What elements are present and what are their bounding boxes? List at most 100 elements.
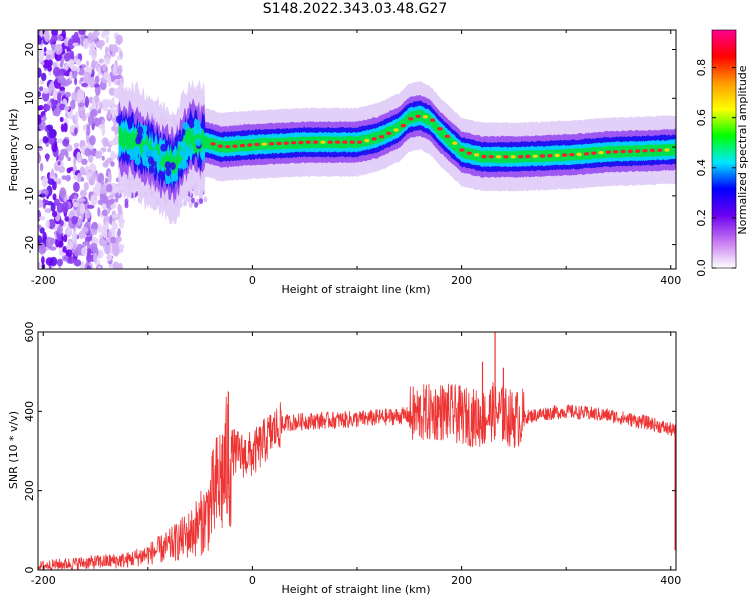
noise-cell [90, 60, 97, 70]
bottom-y-tick-label: 0 [23, 567, 36, 574]
ridge-core [664, 148, 670, 152]
bottom-y-tick-label: 200 [23, 480, 36, 501]
noise-cell [42, 115, 47, 122]
noise-cell [38, 91, 41, 98]
noise-cell [73, 201, 79, 208]
noise-cell [113, 62, 117, 75]
noise-cell [97, 172, 105, 184]
source-blob [165, 168, 172, 177]
noise-cell [61, 201, 69, 214]
noise-cell [106, 254, 112, 262]
ridge-core [393, 128, 399, 132]
noise-cell [109, 140, 117, 146]
ridge-core [554, 153, 560, 157]
ridge-core [525, 154, 531, 159]
plot-background [38, 332, 676, 570]
ridge-core [305, 140, 311, 144]
ridge-core [540, 154, 545, 158]
noise-cell [105, 183, 113, 193]
bottom-x-tick-label: -200 [31, 574, 56, 587]
ridge-core [298, 140, 304, 145]
noise-cell [116, 55, 121, 60]
source-blob [141, 151, 148, 160]
noise-cell [102, 229, 108, 238]
ridge-core [452, 141, 458, 145]
noise-cell [79, 202, 85, 215]
source-blob [152, 149, 159, 158]
noise-cell [98, 124, 106, 130]
noise-cell [78, 102, 85, 108]
colorbar-tick-label: 0.4 [695, 159, 708, 177]
bottom-x-tick-label: 200 [451, 574, 472, 587]
ridge-core [408, 117, 414, 121]
colorbar: 0.0 0.2 0.4 0.6 0.8 [695, 29, 737, 277]
source-blob [194, 119, 200, 128]
top-x-tick-label: 0 [249, 274, 256, 287]
noise-cell [91, 221, 99, 230]
noise-cell [73, 142, 80, 149]
noise-cell [59, 103, 66, 111]
noise-cell [109, 198, 116, 203]
noise-cell [106, 208, 111, 214]
noise-cell [111, 213, 119, 219]
noise-cell [105, 46, 109, 55]
noise-cell [117, 228, 121, 237]
noise-cell [97, 265, 102, 269]
source-blob [195, 138, 202, 147]
source-blob [160, 143, 167, 152]
bottom-y-tick-label: 600 [23, 322, 36, 343]
ridge-core [210, 142, 216, 146]
source-blob [142, 158, 149, 167]
noise-cell [94, 75, 100, 84]
ridge-core [635, 149, 641, 153]
noise-cell [90, 242, 98, 252]
ridge-core [342, 140, 348, 144]
colorbar-gradient [711, 29, 737, 269]
noise-cell [86, 60, 89, 67]
ridge-core [430, 118, 436, 122]
noise-cell [39, 216, 46, 221]
source-blob [134, 157, 141, 166]
noise-cell [80, 176, 85, 182]
ridge-core [591, 151, 597, 155]
noise-cell [71, 231, 78, 243]
ridge-core [261, 142, 267, 146]
top-y-axis-label: Frequency (Hz) [7, 109, 20, 192]
bottom-x-axis-label: Height of straight line (km) [281, 583, 430, 596]
colorbar-tick-label: 0.6 [695, 109, 708, 127]
noise-cell [102, 63, 107, 72]
noise-cell [83, 71, 91, 84]
noise-cell [61, 175, 67, 180]
top-y-tick-label: 10 [23, 91, 36, 105]
noise-cell [79, 140, 84, 147]
noise-cell [38, 224, 42, 230]
noise-cell [41, 176, 49, 188]
noise-cell [58, 165, 65, 174]
noise-cell [81, 114, 87, 122]
ridge-core [371, 137, 377, 141]
noise-cell [82, 124, 87, 132]
ridge-core [232, 144, 238, 148]
noise-cell [52, 89, 58, 101]
source-blob [169, 162, 176, 171]
noise-cell [81, 82, 88, 88]
noise-cell [38, 114, 42, 125]
noise-cell [78, 105, 86, 117]
noise-cell [59, 68, 67, 74]
source-blob [130, 152, 137, 161]
noise-cell [115, 39, 121, 45]
noise-cell [38, 261, 41, 269]
noise-cell [38, 67, 42, 78]
noise-cell [38, 242, 46, 255]
noise-cell [104, 159, 109, 166]
noise-cell [42, 87, 49, 94]
ridge-band-4 [118, 109, 676, 179]
ridge-core [400, 124, 406, 128]
ridge-core [518, 155, 524, 159]
ridge-core [386, 131, 392, 135]
ridge-core [239, 144, 245, 148]
noise-cell [110, 236, 117, 244]
ridge-core [291, 141, 297, 145]
source-blob [182, 121, 189, 130]
